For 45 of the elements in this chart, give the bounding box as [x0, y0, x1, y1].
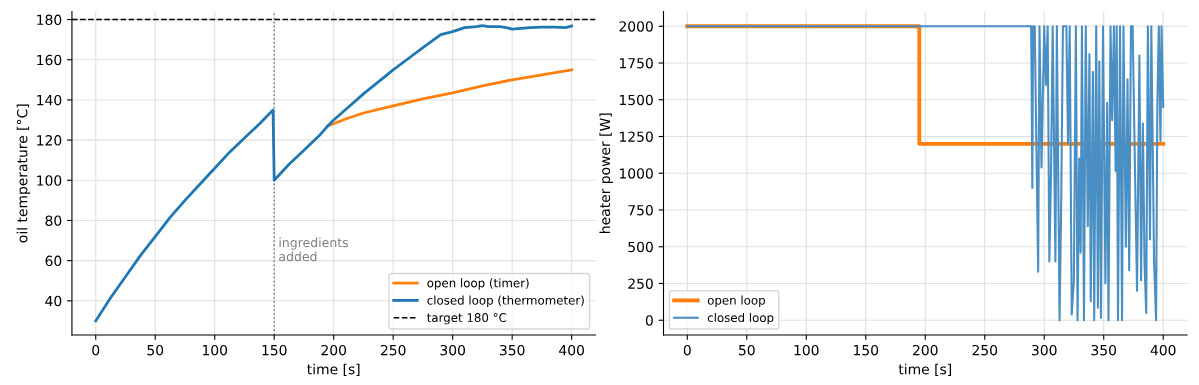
- y-tick-label: 140: [37, 94, 62, 106]
- x-tick-label: 200: [913, 344, 938, 356]
- x-tick-label: 200: [321, 344, 347, 356]
- y-tick-label: 0: [645, 315, 653, 326]
- legend-label: closed loop (thermometer): [427, 295, 584, 307]
- x-tick-label: 250: [380, 344, 406, 356]
- x-axis-title: time [s]: [898, 363, 951, 377]
- x-tick-label: 50: [147, 344, 164, 356]
- y-axis-title: oil temperature [°C]: [16, 104, 31, 243]
- y-tick-label: 80: [45, 215, 62, 226]
- x-tick-label: 150: [262, 344, 287, 356]
- y-tick-label: 60: [45, 255, 62, 267]
- y-tick-label: 750: [628, 204, 653, 216]
- legend-label: open loop: [707, 295, 765, 307]
- x-axis-title: time [s]: [307, 363, 360, 377]
- x-tick-label: 0: [683, 344, 691, 356]
- y-axis-title: heater power [W]: [599, 113, 613, 233]
- y-tick-label: 100: [37, 175, 62, 186]
- legend-label: closed loop: [707, 312, 774, 325]
- x-tick-label: 300: [440, 344, 465, 356]
- x-tick-label: 250: [972, 344, 998, 356]
- y-tick-label: 500: [628, 241, 653, 253]
- y-tick-label: 2000: [619, 21, 653, 32]
- y-tick-label: 1250: [619, 131, 653, 142]
- x-tick-label: 100: [202, 344, 228, 356]
- x-tick-label: 300: [1032, 344, 1057, 356]
- x-tick-label: 100: [794, 344, 819, 356]
- x-tick-label: 400: [559, 344, 584, 356]
- x-tick-label: 350: [499, 344, 525, 356]
- annotation: ingredients added: [279, 237, 349, 262]
- y-tick-label: 1750: [619, 57, 653, 69]
- y-tick-label: 250: [628, 278, 653, 289]
- y-tick-label: 1500: [619, 94, 653, 106]
- x-tick-label: 150: [854, 344, 879, 356]
- x-tick-label: 400: [1150, 344, 1176, 356]
- y-tick-label: 160: [37, 54, 62, 66]
- y-tick-label: 120: [37, 135, 62, 146]
- y-tick-label: 1000: [619, 168, 653, 179]
- x-tick-label: 0: [92, 344, 100, 356]
- x-tick-label: 350: [1091, 344, 1117, 356]
- y-tick-label: 40: [45, 295, 62, 307]
- y-tick-label: 180: [37, 14, 62, 26]
- legend-label: target 180 °C: [427, 313, 507, 325]
- x-tick-label: 50: [739, 344, 755, 356]
- legend-label: open loop (timer): [427, 278, 529, 290]
